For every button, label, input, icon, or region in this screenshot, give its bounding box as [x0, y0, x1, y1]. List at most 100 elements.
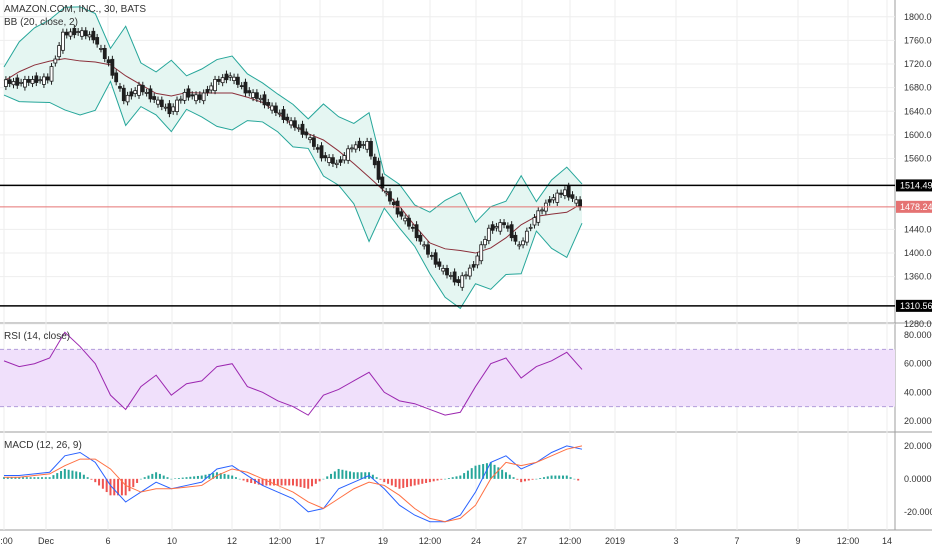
macd-histogram-bar: [318, 478, 321, 482]
macd-histogram-bar: [508, 474, 511, 479]
candle-body: [80, 30, 84, 37]
candle-body: [524, 230, 529, 243]
candle-body: [270, 105, 274, 111]
candle-body: [494, 226, 499, 229]
candle-body: [331, 157, 335, 164]
candle-body: [498, 222, 503, 232]
macd-histogram-bar: [48, 477, 51, 479]
price-tag-label: 1310.56: [900, 301, 932, 311]
macd-tick-label: 0.0000: [904, 474, 932, 484]
macd-histogram-bar: [516, 478, 519, 480]
price-tag-box: [896, 299, 932, 312]
macd-histogram-bar: [440, 478, 443, 480]
rsi-band: [0, 349, 895, 407]
candle-body: [403, 217, 408, 222]
candle-body: [566, 185, 571, 198]
macd-histogram-bar: [120, 478, 123, 496]
candle-body: [547, 199, 552, 203]
macd-histogram-bar: [463, 473, 466, 479]
macd-histogram-bar: [459, 475, 462, 479]
candle-body: [57, 45, 62, 58]
candle-body: [76, 31, 81, 33]
candle-body: [110, 58, 115, 76]
candle-body: [186, 88, 191, 98]
macd-histogram-bar: [314, 478, 317, 484]
macd-histogram-bar: [387, 478, 390, 484]
macd-histogram-bar: [409, 478, 412, 487]
candle-body: [220, 77, 225, 84]
candle-body: [429, 254, 434, 257]
candle-body: [262, 94, 267, 106]
macd-histogram-bar: [535, 478, 538, 480]
macd-histogram-bar: [158, 473, 161, 479]
macd-histogram-bar: [303, 478, 306, 488]
macd-histogram-bar: [44, 477, 47, 479]
candle-body: [106, 59, 111, 64]
candle-body: [483, 239, 487, 246]
candle-body: [23, 79, 27, 88]
macd-histogram-bar: [311, 478, 314, 487]
candle-body: [327, 157, 332, 163]
candle-body: [228, 75, 233, 78]
macd-histogram-bar: [189, 476, 192, 479]
candle-body: [312, 137, 316, 147]
macd-histogram-bar: [238, 478, 241, 480]
candle-body: [509, 224, 514, 239]
macd-histogram-bar: [307, 478, 310, 489]
candle-body: [384, 191, 389, 194]
candle-body: [505, 225, 510, 229]
macd-histogram-bar: [341, 469, 344, 479]
candle-body: [555, 192, 560, 203]
macd-histogram-bar: [326, 476, 329, 479]
candle-body: [346, 148, 351, 161]
rsi-pane: [0, 331, 895, 416]
candle-body: [91, 30, 96, 41]
candle-body: [213, 79, 217, 92]
candle-body: [235, 76, 240, 85]
candle-body: [350, 147, 354, 150]
bb-legend: BB (20, close, 2): [4, 17, 78, 28]
macd-histogram-bar: [523, 478, 526, 482]
candle-body: [433, 252, 438, 265]
candle-body: [99, 48, 103, 50]
candle-body: [296, 127, 301, 130]
macd-histogram-bar: [166, 477, 169, 479]
macd-histogram-bar: [425, 478, 428, 483]
macd-histogram-bar: [227, 474, 230, 479]
candle-body: [540, 209, 544, 212]
candle-body: [293, 120, 297, 128]
candle-body: [437, 261, 442, 267]
time-axis: 2:00 Dec 6 10 12 12:00 17 19 12:00 24 27 12:00 2019 3…: [0, 536, 892, 546]
macd-histogram-bar: [292, 478, 294, 486]
macd-histogram-bar: [10, 477, 13, 479]
candle-body: [144, 92, 149, 94]
macd-histogram-bar: [18, 477, 21, 479]
macd-histogram-bar: [550, 475, 553, 479]
time-label: 6: [105, 536, 110, 546]
candle-body: [251, 92, 255, 98]
macd-histogram-bar: [151, 473, 154, 479]
candle-body: [460, 275, 465, 288]
macd-histogram-bar: [90, 478, 93, 480]
candle-body: [452, 271, 457, 283]
macd-histogram-bar: [565, 475, 568, 479]
candle-body: [201, 92, 206, 102]
candle-body: [140, 84, 145, 93]
macd-histogram-bar: [394, 478, 397, 488]
macd-histogram-bar: [147, 475, 150, 479]
macd-histogram-bar: [219, 473, 222, 479]
time-label: 2019: [605, 536, 625, 546]
macd-histogram-bar: [22, 477, 25, 479]
candle-body: [7, 79, 12, 84]
macd-histogram-bar: [162, 475, 165, 479]
macd-histogram-bar: [56, 473, 59, 479]
macd-histogram-bar: [432, 478, 435, 482]
macd-histogram-bar: [402, 478, 405, 488]
candle-body: [448, 275, 453, 277]
macd-histogram-bar: [14, 477, 17, 479]
macd-histogram-bar: [250, 478, 253, 483]
macd-histogram-bar: [470, 468, 473, 479]
macd-tick-label: 20.0000: [904, 441, 932, 451]
